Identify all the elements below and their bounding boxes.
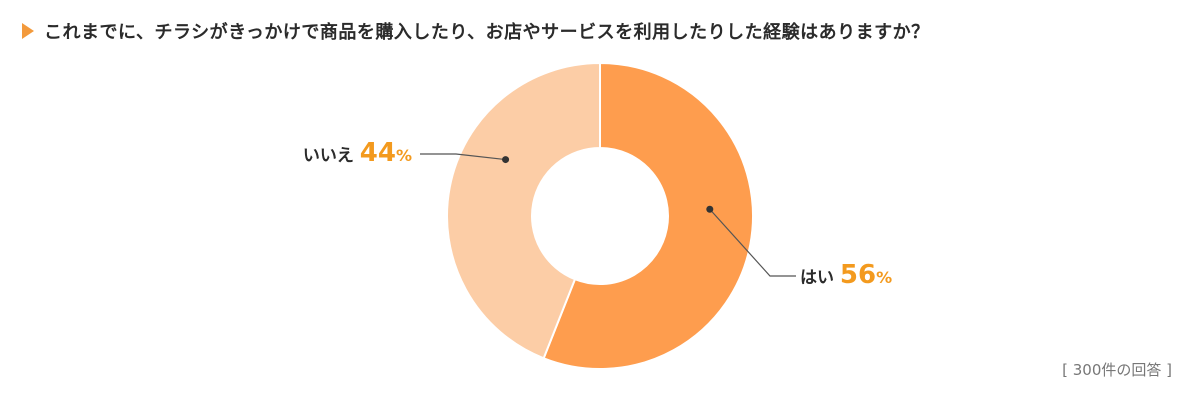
- slice-yes: [542, 61, 754, 370]
- title-row: これまでに、チラシがきっかけで商品を購入したり、お店やサービスを利用したりした経…: [22, 18, 930, 44]
- triangle-marker-icon: [22, 23, 34, 39]
- unit-label: %: [396, 146, 412, 165]
- unit-label: %: [876, 268, 892, 287]
- data-label-no: いいえ 44%: [303, 138, 412, 168]
- leader-line-yes: [709, 208, 796, 277]
- chart-title: これまでに、チラシがきっかけで商品を購入したり、お店やサービスを利用したりした経…: [44, 22, 930, 43]
- response-count: [ 300件の回答 ]: [1062, 361, 1172, 379]
- category-label: いいえ: [303, 146, 360, 166]
- data-label-yes: はい 56%: [800, 260, 892, 290]
- category-label: はい: [800, 268, 840, 288]
- leader-dot-yes: [706, 205, 714, 213]
- value-label: 56: [840, 260, 876, 290]
- leader-line-no: [420, 153, 506, 161]
- value-label: 44: [360, 138, 396, 168]
- slice-no: [446, 61, 601, 360]
- leader-dot-no: [502, 156, 510, 164]
